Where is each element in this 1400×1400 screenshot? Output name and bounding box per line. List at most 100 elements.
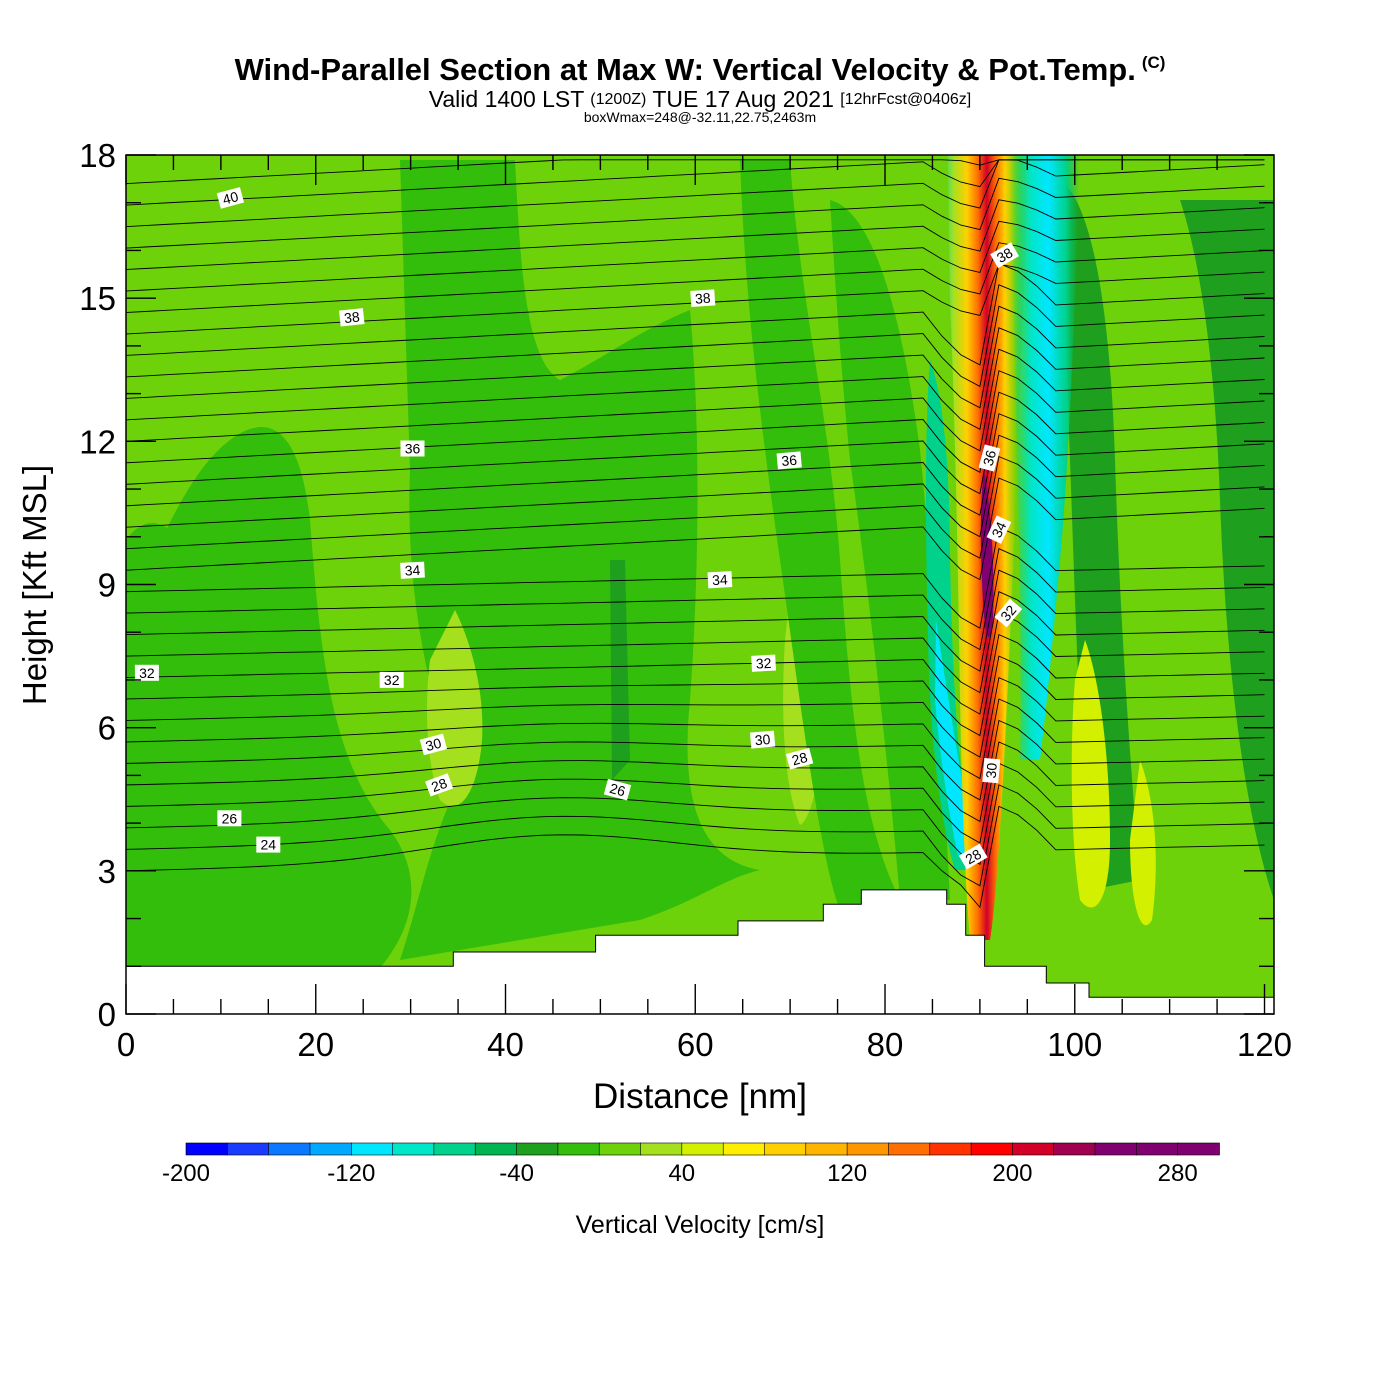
- colorbar-swatch: [309, 1142, 353, 1156]
- colorbar-swatch: [268, 1142, 311, 1156]
- contour-label-text: 26: [608, 780, 627, 800]
- isentrope-line: [126, 220, 1265, 292]
- contour-label: 28: [425, 773, 454, 797]
- colorbar-swatch: [1177, 1142, 1220, 1156]
- isentrope-line: [126, 455, 1265, 559]
- colorbar-tick-label: 120: [827, 1160, 867, 1187]
- colorbar: -200 -120 -40 40 120 200 280: [162, 1142, 1220, 1187]
- contour-label: 32: [994, 598, 1023, 628]
- isentrope-line: [126, 762, 1265, 865]
- isentrope-line: [126, 719, 1265, 823]
- isentrope-line: [126, 569, 1265, 672]
- colorbar-swatch: [929, 1142, 972, 1156]
- colorbar-swatch: [433, 1142, 476, 1156]
- contour-label: 36: [776, 451, 802, 470]
- x-axis: 0 20 40 60 80 100 120: [117, 155, 1292, 1063]
- isentrope-line: [126, 199, 1265, 270]
- colorbar-tick-label: 200: [992, 1160, 1032, 1187]
- contour-label: 24: [256, 836, 281, 853]
- contour-label: 30: [419, 733, 448, 756]
- colorbar-swatch: [474, 1142, 518, 1156]
- colorbar-label: Vertical Velocity [cm/s]: [576, 1211, 825, 1239]
- y-tick-label: 6: [98, 710, 116, 747]
- isentrope-line: [126, 434, 1265, 538]
- contour-label-text: 24: [261, 837, 277, 853]
- y-tick-label: 15: [79, 280, 116, 317]
- isentrope-line: [126, 612, 1265, 715]
- contour-label-text: 30: [754, 731, 771, 748]
- weak-updraft-plume-east-2: [1130, 760, 1156, 926]
- contour-label: 34: [986, 515, 1012, 544]
- colorbar-swatch: [392, 1142, 435, 1156]
- colorbar-swatch: [1136, 1142, 1179, 1156]
- isentrope-line: [126, 413, 1265, 516]
- contour-label: 34: [400, 561, 425, 579]
- terrain-mask: [125, 889, 1275, 1015]
- boxwmax-info: boxWmax=248@-32.11,22.75,2463m: [583, 109, 817, 125]
- isentrope-line: [126, 805, 1265, 909]
- isentrope-line: [126, 391, 1265, 495]
- contour-label: 34: [707, 571, 733, 589]
- y-tick-label: 3: [98, 853, 116, 890]
- contour-label: 38: [690, 289, 716, 308]
- isentrope-line: [126, 284, 1265, 388]
- contour-label-text: 28: [429, 775, 449, 795]
- velocity-field: [126, 155, 1274, 1014]
- isentrope-line: [126, 526, 1265, 629]
- colorbar-swatch: [1094, 1142, 1138, 1156]
- colorbar-swatch: [557, 1142, 601, 1156]
- contour-label-text: 30: [983, 762, 1000, 779]
- downdraft-band-right-edge: [1180, 200, 1274, 900]
- contour-label-text: 40: [221, 188, 240, 208]
- downdraft-curtain-east: [1010, 155, 1080, 760]
- isentrope-line: [126, 305, 1265, 409]
- contour-label: 36: [978, 444, 1001, 472]
- isentrope-line: [126, 348, 1265, 452]
- isentrope-line: [126, 633, 1265, 737]
- isentrope-line: [126, 741, 1265, 844]
- terrain: [125, 889, 1275, 1015]
- copyright-mark: (C): [1141, 53, 1166, 72]
- colorbar-tick-label: 280: [1158, 1160, 1198, 1187]
- colorbar-swatch: [1012, 1142, 1055, 1156]
- weak-updraft-plume-1: [427, 610, 483, 807]
- contour-label-text: 38: [994, 244, 1016, 266]
- contour-label-text: 38: [343, 309, 360, 327]
- colorbar-swatch: [1053, 1142, 1096, 1156]
- contour-label: 26: [217, 810, 242, 827]
- y-tick-label: 9: [98, 567, 116, 604]
- contour-label: 38: [339, 308, 365, 327]
- isentrope-line: [126, 177, 1265, 249]
- colorbar-swatch: [846, 1142, 890, 1156]
- potential-temperature-contours: [126, 159, 1265, 909]
- isentrope-line: [126, 477, 1265, 581]
- x-tick-label: 40: [487, 1026, 524, 1063]
- contour-label: 38: [990, 242, 1019, 269]
- x-tick-label: 100: [1047, 1026, 1102, 1063]
- y-axis-label: Height [Kft MSL]: [16, 465, 53, 705]
- contour-label-text: 32: [139, 665, 155, 681]
- weak-downdraft-region-west: [126, 523, 277, 968]
- isentrope-line: [126, 327, 1265, 430]
- colorbar-tick-label: -40: [499, 1160, 534, 1187]
- contour-label: 26: [603, 778, 632, 801]
- contour-label-text: 28: [962, 846, 984, 868]
- colorbar-swatch: [681, 1142, 724, 1156]
- x-tick-label: 60: [677, 1026, 714, 1063]
- contour-label-text: 34: [404, 562, 421, 579]
- contour-label-text: 32: [755, 655, 772, 672]
- isentrope-line: [126, 548, 1265, 651]
- weak-downdraft-column-2: [740, 160, 900, 910]
- contour-label: 32: [379, 671, 404, 688]
- contour-label-text: 34: [712, 571, 729, 588]
- colorbar-swatch: [227, 1142, 270, 1156]
- colorbar-swatch: [805, 1142, 848, 1156]
- contour-label-text: 34: [988, 519, 1009, 540]
- y-tick-label: 0: [98, 996, 116, 1033]
- isentrope-line: [126, 655, 1265, 758]
- weak-updraft-plume-east: [1071, 640, 1110, 908]
- chart-subtitle: Valid 1400 LST (1200Z) TUE 17 Aug 2021 […: [428, 86, 972, 112]
- weak-downdraft-column-1: [610, 560, 630, 780]
